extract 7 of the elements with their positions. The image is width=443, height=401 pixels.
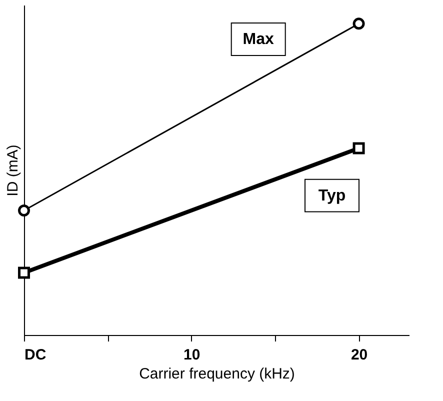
series-label: Typ: [318, 188, 346, 205]
x-tick-label: 10: [184, 346, 200, 364]
y-axis-title: ID (mA): [4, 144, 22, 196]
series-label: Max: [242, 31, 274, 48]
x-axis-title: Carrier frequency (kHz): [139, 366, 295, 382]
x-tick-label: DC: [24, 346, 46, 364]
x-tick-label: 20: [350, 346, 368, 364]
